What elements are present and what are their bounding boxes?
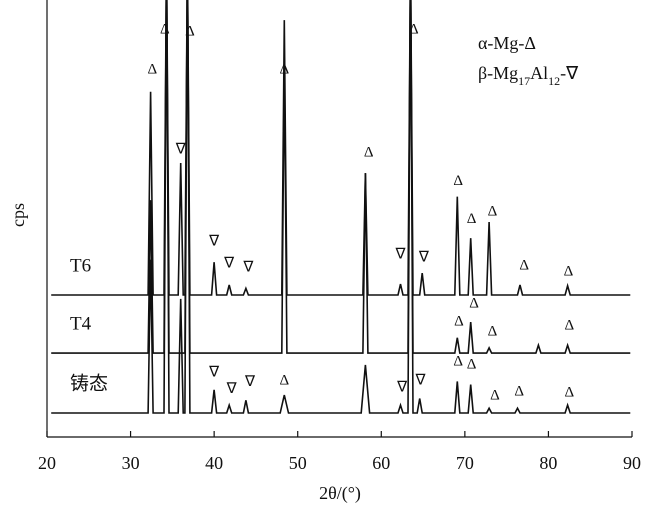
peak-marker: Δ (409, 22, 419, 38)
peak-marker: ∇ (244, 374, 256, 390)
peak-marker: ∇ (175, 141, 187, 157)
peak-marker: Δ (467, 356, 477, 372)
legend-entry: β-Mg17Al12-∇ (478, 63, 579, 88)
peak-marker: ∇ (242, 259, 254, 275)
x-tick-label: 30 (122, 453, 140, 473)
legend-text: -∇ (560, 63, 579, 83)
peak-marker: ∇ (396, 379, 408, 395)
x-tick-label: 80 (539, 453, 557, 473)
series-line (51, 0, 631, 414)
x-tick-label: 60 (372, 453, 390, 473)
peak-marker: ∇ (226, 381, 238, 397)
y-axis-title: cps (8, 203, 28, 227)
series-label: T6 (70, 255, 91, 276)
peak-marker: ∇ (394, 247, 406, 263)
peak-marker: Δ (147, 61, 157, 77)
peak-marker: Δ (160, 22, 170, 38)
peak-marker: Δ (280, 61, 290, 77)
legend-text: Al (530, 63, 548, 83)
legend-text: 12 (548, 74, 560, 88)
peak-marker: ∇ (208, 234, 220, 250)
peak-marker: Δ (488, 324, 498, 340)
x-tick-label: 40 (205, 453, 223, 473)
x-tick-label: 20 (38, 453, 56, 473)
legend-entry: α-Mg-Δ (478, 33, 536, 53)
series-label: 铸态 (70, 372, 108, 394)
peak-marker: Δ (469, 296, 479, 312)
legend-text: α-Mg-Δ (478, 33, 536, 53)
peak-marker: Δ (564, 384, 574, 400)
peak-marker: Δ (467, 211, 477, 227)
plot-area (51, 0, 631, 414)
x-tick-label: 50 (289, 453, 307, 473)
peak-marker: Δ (453, 173, 463, 189)
x-tick-label: 70 (456, 453, 474, 473)
x-tick-label: 90 (623, 453, 641, 473)
peak-marker: Δ (364, 144, 374, 160)
legend-text: 17 (518, 74, 530, 88)
peak-marker: Δ (519, 258, 529, 274)
peak-marker: Δ (454, 314, 464, 330)
series-line (51, 0, 631, 354)
peak-marker: Δ (564, 263, 574, 279)
peak-marker: Δ (185, 23, 195, 39)
peak-marker: ∇ (418, 249, 430, 265)
legend-text: β-Mg (478, 63, 518, 83)
peak-marker: ∇ (415, 373, 427, 389)
peak-marker: Δ (564, 317, 574, 333)
peak-marker: ∇ (223, 255, 235, 271)
peak-marker: Δ (280, 373, 290, 389)
peak-marker: Δ (490, 387, 500, 403)
x-axis-title: 2θ/(°) (319, 483, 361, 504)
peak-marker: ∇ (208, 365, 220, 381)
peak-marker: Δ (488, 203, 498, 219)
series-line (51, 0, 631, 296)
series-label: T4 (70, 313, 92, 334)
peak-marker: Δ (514, 383, 524, 399)
peak-marker: Δ (453, 353, 463, 369)
